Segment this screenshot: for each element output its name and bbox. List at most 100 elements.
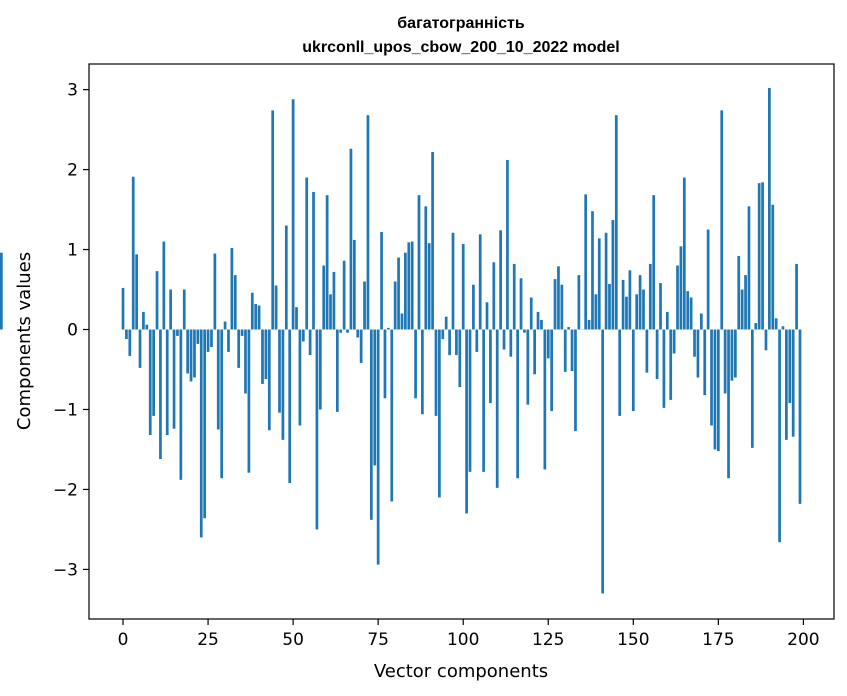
- bar: [587, 319, 591, 330]
- bar: [577, 275, 581, 330]
- bar: [679, 246, 683, 330]
- x-tick-label: 150: [617, 630, 649, 650]
- bar: [608, 283, 611, 330]
- bar: [438, 329, 441, 498]
- bar: [764, 329, 768, 351]
- bar: [672, 329, 676, 354]
- bar: [227, 329, 230, 352]
- bar: [550, 329, 554, 412]
- bar: [665, 311, 669, 330]
- bar: [591, 211, 594, 330]
- bar: [206, 329, 210, 352]
- bar: [444, 316, 448, 330]
- bar: [689, 297, 693, 330]
- bar: [431, 151, 434, 330]
- bar: [747, 206, 751, 330]
- bar: [638, 275, 642, 330]
- bar: [213, 253, 217, 330]
- bar: [237, 329, 241, 368]
- bar: [142, 311, 145, 330]
- bar: [223, 321, 227, 330]
- y-axis: −3 −2 −1 0 1 2 3: [53, 81, 89, 580]
- bar: [196, 329, 200, 344]
- bar: [502, 329, 506, 350]
- bar: [703, 329, 707, 396]
- bar: [298, 329, 302, 426]
- bar: [730, 329, 734, 381]
- bar: [618, 329, 622, 416]
- bar: [631, 329, 635, 412]
- bar: [315, 329, 319, 530]
- bar: [563, 329, 567, 372]
- bar: [210, 329, 213, 348]
- bar: [0, 252, 3, 330]
- bar: [584, 194, 588, 330]
- bar: [785, 329, 788, 440]
- plot-frame: [88, 63, 835, 620]
- bar: [203, 329, 207, 519]
- bar: [768, 87, 771, 330]
- bar: [461, 243, 465, 330]
- bar: [468, 329, 472, 472]
- bar: [733, 329, 737, 378]
- bar: [376, 329, 380, 565]
- bar: [390, 329, 394, 502]
- bar: [512, 263, 516, 330]
- y-tick-label: −2: [53, 480, 78, 500]
- bar: [662, 329, 666, 408]
- bar: [131, 176, 135, 330]
- bar: [706, 229, 710, 330]
- bar: [271, 110, 275, 330]
- bar: [349, 148, 353, 330]
- bar: [417, 195, 421, 330]
- x-tick-label: 75: [367, 630, 389, 650]
- bar: [199, 329, 203, 538]
- bar: [557, 266, 560, 330]
- bar: [339, 329, 343, 333]
- bar: [611, 219, 615, 330]
- bar: [516, 329, 519, 479]
- bar: [257, 305, 261, 330]
- bar: [189, 329, 193, 382]
- y-tick-label: −1: [53, 400, 78, 420]
- bar: [397, 257, 400, 330]
- bar: [305, 177, 309, 330]
- bar: [244, 329, 247, 394]
- bar: [757, 183, 761, 330]
- bar: [713, 329, 717, 450]
- bar: [332, 271, 336, 330]
- bar: [121, 287, 125, 330]
- bar: [247, 329, 251, 473]
- bar: [597, 238, 601, 330]
- bar: [451, 232, 455, 330]
- bar: [291, 99, 295, 330]
- bar: [543, 329, 547, 470]
- bar: [737, 255, 741, 330]
- bar: [455, 329, 458, 356]
- bar: [373, 329, 377, 466]
- bar: [601, 329, 605, 594]
- bar: [495, 329, 499, 488]
- bar: [352, 239, 356, 330]
- chart-subtitle: ukrconll_upos_cbow_200_10_2022 model: [302, 39, 619, 56]
- bar: [240, 329, 244, 336]
- bar: [744, 275, 747, 330]
- bar: [159, 329, 162, 460]
- bar: [458, 329, 462, 388]
- x-tick-label: 50: [282, 630, 304, 650]
- bar: [485, 302, 489, 330]
- bar: [274, 285, 278, 330]
- bar: [536, 311, 540, 330]
- bar: [570, 329, 574, 372]
- bar: [162, 241, 166, 330]
- x-tick-label: 125: [532, 630, 564, 650]
- x-tick-label: 25: [197, 630, 219, 650]
- bar: [710, 329, 713, 426]
- bar: [387, 327, 390, 330]
- bar: [448, 329, 451, 356]
- bar: [594, 294, 598, 330]
- bar: [366, 115, 370, 330]
- bar: [220, 329, 224, 479]
- bar: [414, 329, 417, 399]
- bar: [288, 329, 292, 484]
